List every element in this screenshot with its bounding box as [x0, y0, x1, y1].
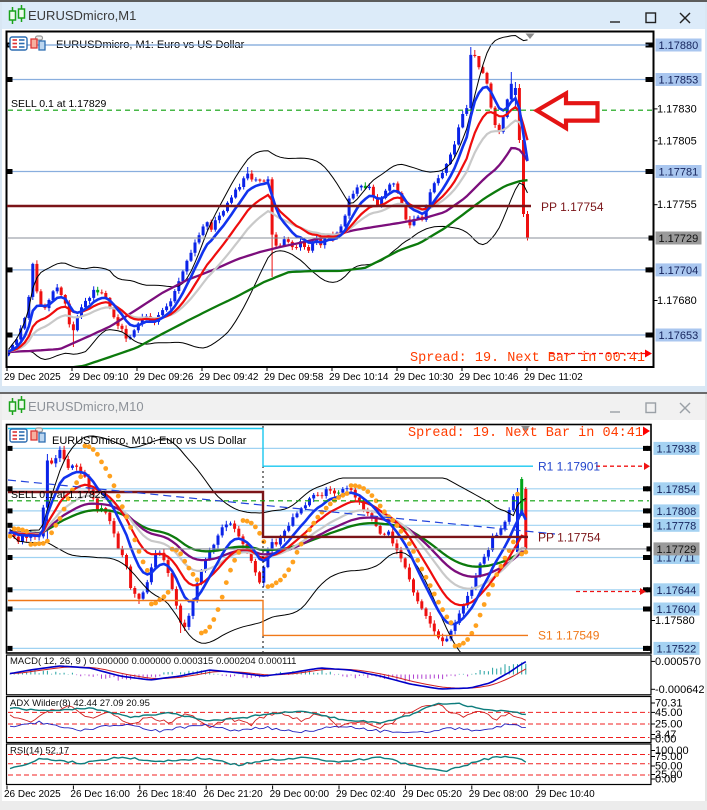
svg-text:S1 1.17549: S1 1.17549 [538, 629, 600, 643]
svg-text:PP 1.17754: PP 1.17754 [541, 200, 604, 214]
svg-text:29 Dec 09:10: 29 Dec 09:10 [69, 372, 129, 383]
svg-text:29 Dec 11:02: 29 Dec 11:02 [524, 372, 583, 383]
svg-text:100.00: 100.00 [655, 745, 689, 757]
svg-text:1.17729: 1.17729 [659, 233, 699, 245]
svg-text:29 Dec 09:42: 29 Dec 09:42 [199, 372, 259, 383]
svg-text:1.17755: 1.17755 [657, 199, 697, 211]
svg-text:EURUSDmicro,M10: EURUSDmicro,M10 [28, 399, 144, 414]
svg-text:75.00: 75.00 [655, 751, 683, 763]
svg-text:1.17805: 1.17805 [657, 135, 697, 147]
svg-text:29 Dec 02:40: 29 Dec 02:40 [336, 789, 396, 800]
svg-text:0.00: 0.00 [655, 733, 676, 745]
svg-text:Spread: 19. Next Bar in 04:41: Spread: 19. Next Bar in 04:41 [408, 426, 643, 441]
svg-text:ADX Wilder(8) 42.44 27.09 20.9: ADX Wilder(8) 42.44 27.09 20.95 [10, 698, 150, 709]
svg-text:29 Dec 08:00: 29 Dec 08:00 [469, 789, 529, 800]
svg-text:25.00: 25.00 [655, 769, 683, 781]
svg-text:26 Dec 21:20: 26 Dec 21:20 [203, 789, 263, 800]
svg-text:26 Dec 16:00: 26 Dec 16:00 [70, 789, 130, 800]
svg-text:29 Dec 10:30: 29 Dec 10:30 [394, 372, 454, 383]
svg-text:1.17781: 1.17781 [659, 167, 699, 179]
svg-text:0.000570: 0.000570 [655, 656, 701, 668]
svg-text:Spread: 19. Next Bar in 00:41: Spread: 19. Next Bar in 00:41 [410, 351, 645, 366]
svg-text:1.17830: 1.17830 [657, 103, 697, 115]
svg-text:45.00: 45.00 [655, 707, 683, 719]
svg-text:1.17711: 1.17711 [657, 553, 696, 565]
svg-text:29 Dec 10:40: 29 Dec 10:40 [535, 789, 595, 800]
svg-text:29 Dec 10:14: 29 Dec 10:14 [329, 372, 389, 383]
svg-text:29 Dec 00:00: 29 Dec 00:00 [270, 789, 330, 800]
svg-text:PP 1.17754: PP 1.17754 [538, 531, 601, 545]
svg-text:1.17644: 1.17644 [657, 585, 697, 597]
svg-text:EURUSDmicro,M1: EURUSDmicro,M1 [28, 8, 136, 23]
svg-text:1.17778: 1.17778 [657, 520, 697, 532]
svg-text:29 Dec 05:20: 29 Dec 05:20 [402, 789, 462, 800]
svg-text:1.17854: 1.17854 [657, 484, 697, 496]
svg-text:50.00: 50.00 [655, 761, 683, 773]
svg-text:-0.000642: -0.000642 [655, 684, 705, 696]
svg-text:26 Dec 2025: 26 Dec 2025 [4, 789, 61, 800]
svg-text:SELL 0.1 at 1.17829: SELL 0.1 at 1.17829 [11, 489, 107, 501]
svg-text:1.17580: 1.17580 [655, 615, 695, 627]
svg-text:MACD( 12, 26, 9 ) 0.000000 0.0: MACD( 12, 26, 9 ) 0.000000 0.000000 0.00… [10, 656, 296, 667]
svg-text:SELL 0.1 at 1.17829: SELL 0.1 at 1.17829 [11, 98, 107, 110]
svg-text:1.17729: 1.17729 [657, 544, 697, 556]
svg-text:1.17680: 1.17680 [657, 295, 697, 307]
svg-text:1.17604: 1.17604 [657, 604, 697, 616]
svg-text:R1 1.17901: R1 1.17901 [538, 460, 600, 474]
svg-text:1.17704: 1.17704 [659, 265, 699, 277]
svg-text:3.47: 3.47 [655, 729, 676, 741]
svg-text:1.17522: 1.17522 [657, 643, 697, 655]
svg-text:70.31: 70.31 [655, 698, 683, 710]
svg-text:1.17880: 1.17880 [659, 40, 699, 52]
svg-text:1.17653: 1.17653 [659, 330, 699, 342]
svg-text:26 Dec 18:40: 26 Dec 18:40 [137, 789, 197, 800]
svg-text:1.17938: 1.17938 [657, 443, 697, 455]
svg-text:EURUSDmicro, M10: Euro vs US: EURUSDmicro, M10: Euro vs US Dollar [52, 435, 247, 447]
svg-text:25.00: 25.00 [655, 719, 683, 731]
svg-text:1.17853: 1.17853 [659, 75, 699, 87]
svg-text:29 Dec 10:46: 29 Dec 10:46 [459, 372, 519, 383]
svg-text:0.00: 0.00 [655, 774, 676, 786]
svg-text:1.17808: 1.17808 [657, 506, 697, 518]
svg-text:29 Dec 09:26: 29 Dec 09:26 [134, 372, 194, 383]
svg-text:29 Dec 2025: 29 Dec 2025 [4, 372, 61, 383]
svg-text:29 Dec 09:58: 29 Dec 09:58 [264, 372, 324, 383]
svg-text:RSI(14) 52.17: RSI(14) 52.17 [10, 746, 69, 757]
